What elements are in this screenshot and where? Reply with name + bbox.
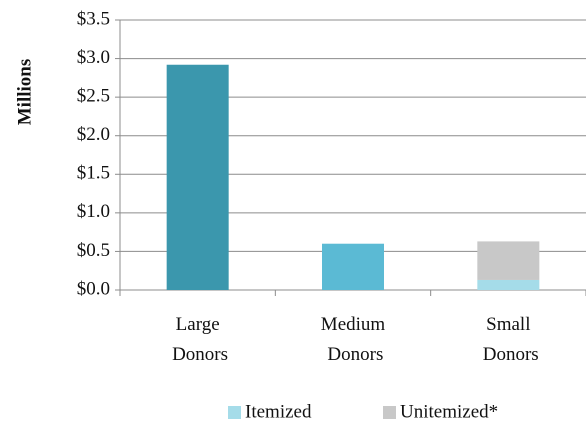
y-tick-label: $0.5 (77, 240, 110, 261)
x-tick-label: Small Donors (478, 314, 539, 365)
legend-label: Unitemized* (400, 401, 498, 422)
bar-segment (477, 279, 540, 290)
x-tick-label: Medium Donors (321, 314, 386, 365)
legend-label: Itemized (245, 401, 312, 422)
y-tick-label: $1.5 (77, 163, 110, 184)
legend-swatch (383, 406, 396, 419)
bar-segment (477, 241, 540, 280)
y-tick-label: $3.5 (77, 8, 110, 29)
bar-segment (166, 64, 229, 290)
legend-swatch (228, 406, 241, 419)
bar-segment (322, 243, 384, 290)
x-tick-label: Large Donors (167, 314, 228, 365)
y-tick-label: $1.0 (77, 201, 110, 222)
y-axis-label: Millions (14, 59, 35, 126)
y-tick-label: $2.0 (77, 124, 110, 145)
y-tick-label: $0.0 (77, 278, 110, 299)
y-tick-label: $2.5 (77, 86, 110, 107)
y-tick-label: $3.0 (77, 47, 110, 68)
